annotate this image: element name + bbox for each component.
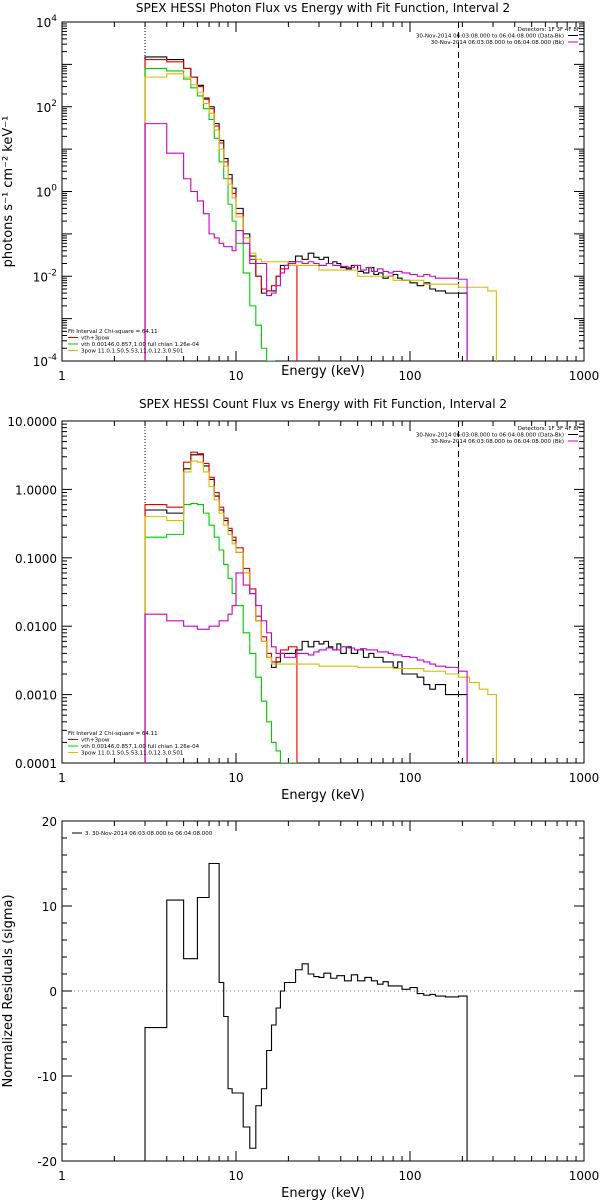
series-4-line — [144, 73, 497, 361]
legend-entry: 30-Nov-2014 06:03:08.000 to 06:04:08.000… — [431, 439, 564, 445]
x-tick-label: 100 — [399, 369, 422, 383]
legend-entry: 30-Nov-2014 06:03:08.000 to 06:04:08.000… — [416, 433, 564, 439]
legend-entry: 30-Nov-2014 06:03:08.000 to 06:04:08.000… — [431, 40, 564, 46]
series-1-line — [144, 862, 468, 1161]
plot-frame — [61, 420, 585, 764]
legend-entry: vth+3pow — [81, 738, 110, 744]
legend-entry: 3pow 11.0,1.50,5.53,11.0,12.3,0.501 — [81, 751, 183, 757]
y-tick-label: -20 — [37, 1155, 57, 1169]
y-tick-label: 102 — [36, 99, 57, 115]
legend-entry: vth 0.00146,0.857,1.00 full chian 1.26e-… — [81, 342, 200, 348]
y-tick-label: 100 — [36, 184, 57, 200]
legend-entry: Fit Interval 2 Chi-square = 64.11 — [68, 329, 158, 335]
y-tick-label: 0.1000 — [15, 552, 57, 566]
series-2-line — [144, 451, 298, 763]
x-tick-label: 1000 — [569, 771, 600, 785]
series-1-line — [144, 56, 468, 361]
x-tick-label: 1000 — [569, 369, 600, 383]
x-axis-label: Energy (keV) — [281, 1186, 365, 1200]
x-tick-label: 1 — [58, 369, 66, 383]
legend-entry: vth 0.00146,0.857,1.00 full chian 1.26e-… — [81, 744, 200, 750]
series-3-line — [144, 503, 297, 763]
y-axis-label: photons s⁻¹ cm⁻² keV⁻¹ — [1, 116, 16, 268]
x-tick-label: 1000 — [569, 1169, 600, 1183]
y-tick-label: -10 — [37, 1070, 57, 1084]
series-3-line — [144, 67, 276, 361]
chart-3: 1 10 100 1000 -20 -10 0 10 20 Energy (keV) Normali… — [1, 815, 599, 1200]
series-4-line — [144, 460, 497, 763]
y-tick-label: 10.0000 — [7, 415, 57, 429]
legend-entry: Fit Interval 2 Chi-square = 64.11 — [68, 731, 158, 737]
y-axis-label: Normalized Residuals (sigma) — [1, 894, 16, 1087]
x-axis-label: Energy (keV) — [281, 364, 365, 379]
series-2-line — [144, 58, 298, 361]
x-tick-label: 100 — [399, 771, 422, 785]
x-tick-label: 10 — [228, 1169, 243, 1183]
y-tick-label: 104 — [36, 14, 57, 30]
legend-entry: 3pow 11.0,1.50,5.53,11.0,12.3,0.501 — [81, 349, 183, 355]
legend-entry: 3. 30-Nov-2014 06:03:08.000 to 06:04:08.… — [85, 831, 213, 837]
x-tick-label: 1 — [58, 1169, 66, 1183]
y-tick-label: 10 — [42, 900, 57, 914]
series-5-line — [144, 123, 468, 361]
x-tick-label: 1 — [58, 771, 66, 785]
y-tick-label: 0.0010 — [15, 689, 57, 703]
legend-entry: Detectors: 1F 3F 4F 8F — [518, 27, 580, 33]
y-tick-label: 10-4 — [33, 353, 58, 369]
chart-2: 1 10 100 1000 0.0001 0.0010 0.0100 0.1000 1.0000… — [7, 397, 599, 803]
x-axis-label: Energy (keV) — [281, 788, 365, 803]
legend-entry: vth+3pow — [81, 336, 110, 342]
y-tick-label: 0.0100 — [15, 620, 57, 634]
chart-1: 1 10 100 1000 10-4 10-2 100 102 104 SPEX HESSI Ph… — [1, 1, 599, 383]
series-5-line — [144, 572, 468, 763]
y-tick-label: 20 — [42, 815, 57, 829]
x-tick-label: 10 — [228, 771, 243, 785]
y-tick-label: 10-2 — [33, 268, 57, 284]
y-tick-label: 0.0001 — [15, 757, 57, 771]
series-1-line — [144, 453, 468, 763]
chart-title: SPEX HESSI Photon Flux vs Energy with Fi… — [136, 1, 510, 15]
y-tick-label: 1.0000 — [15, 483, 57, 497]
x-tick-label: 100 — [399, 1169, 422, 1183]
chart-title: SPEX HESSI Count Flux vs Energy with Fit… — [139, 397, 507, 411]
x-tick-label: 10 — [228, 369, 243, 383]
plot-frame — [61, 21, 585, 362]
legend-entry: Detectors: 1F 3F 4F 8F — [518, 426, 580, 432]
legend-entry: 30-Nov-2014 06:03:08.000 to 06:04:08.000… — [416, 34, 564, 40]
y-tick-label: 0 — [49, 985, 57, 999]
